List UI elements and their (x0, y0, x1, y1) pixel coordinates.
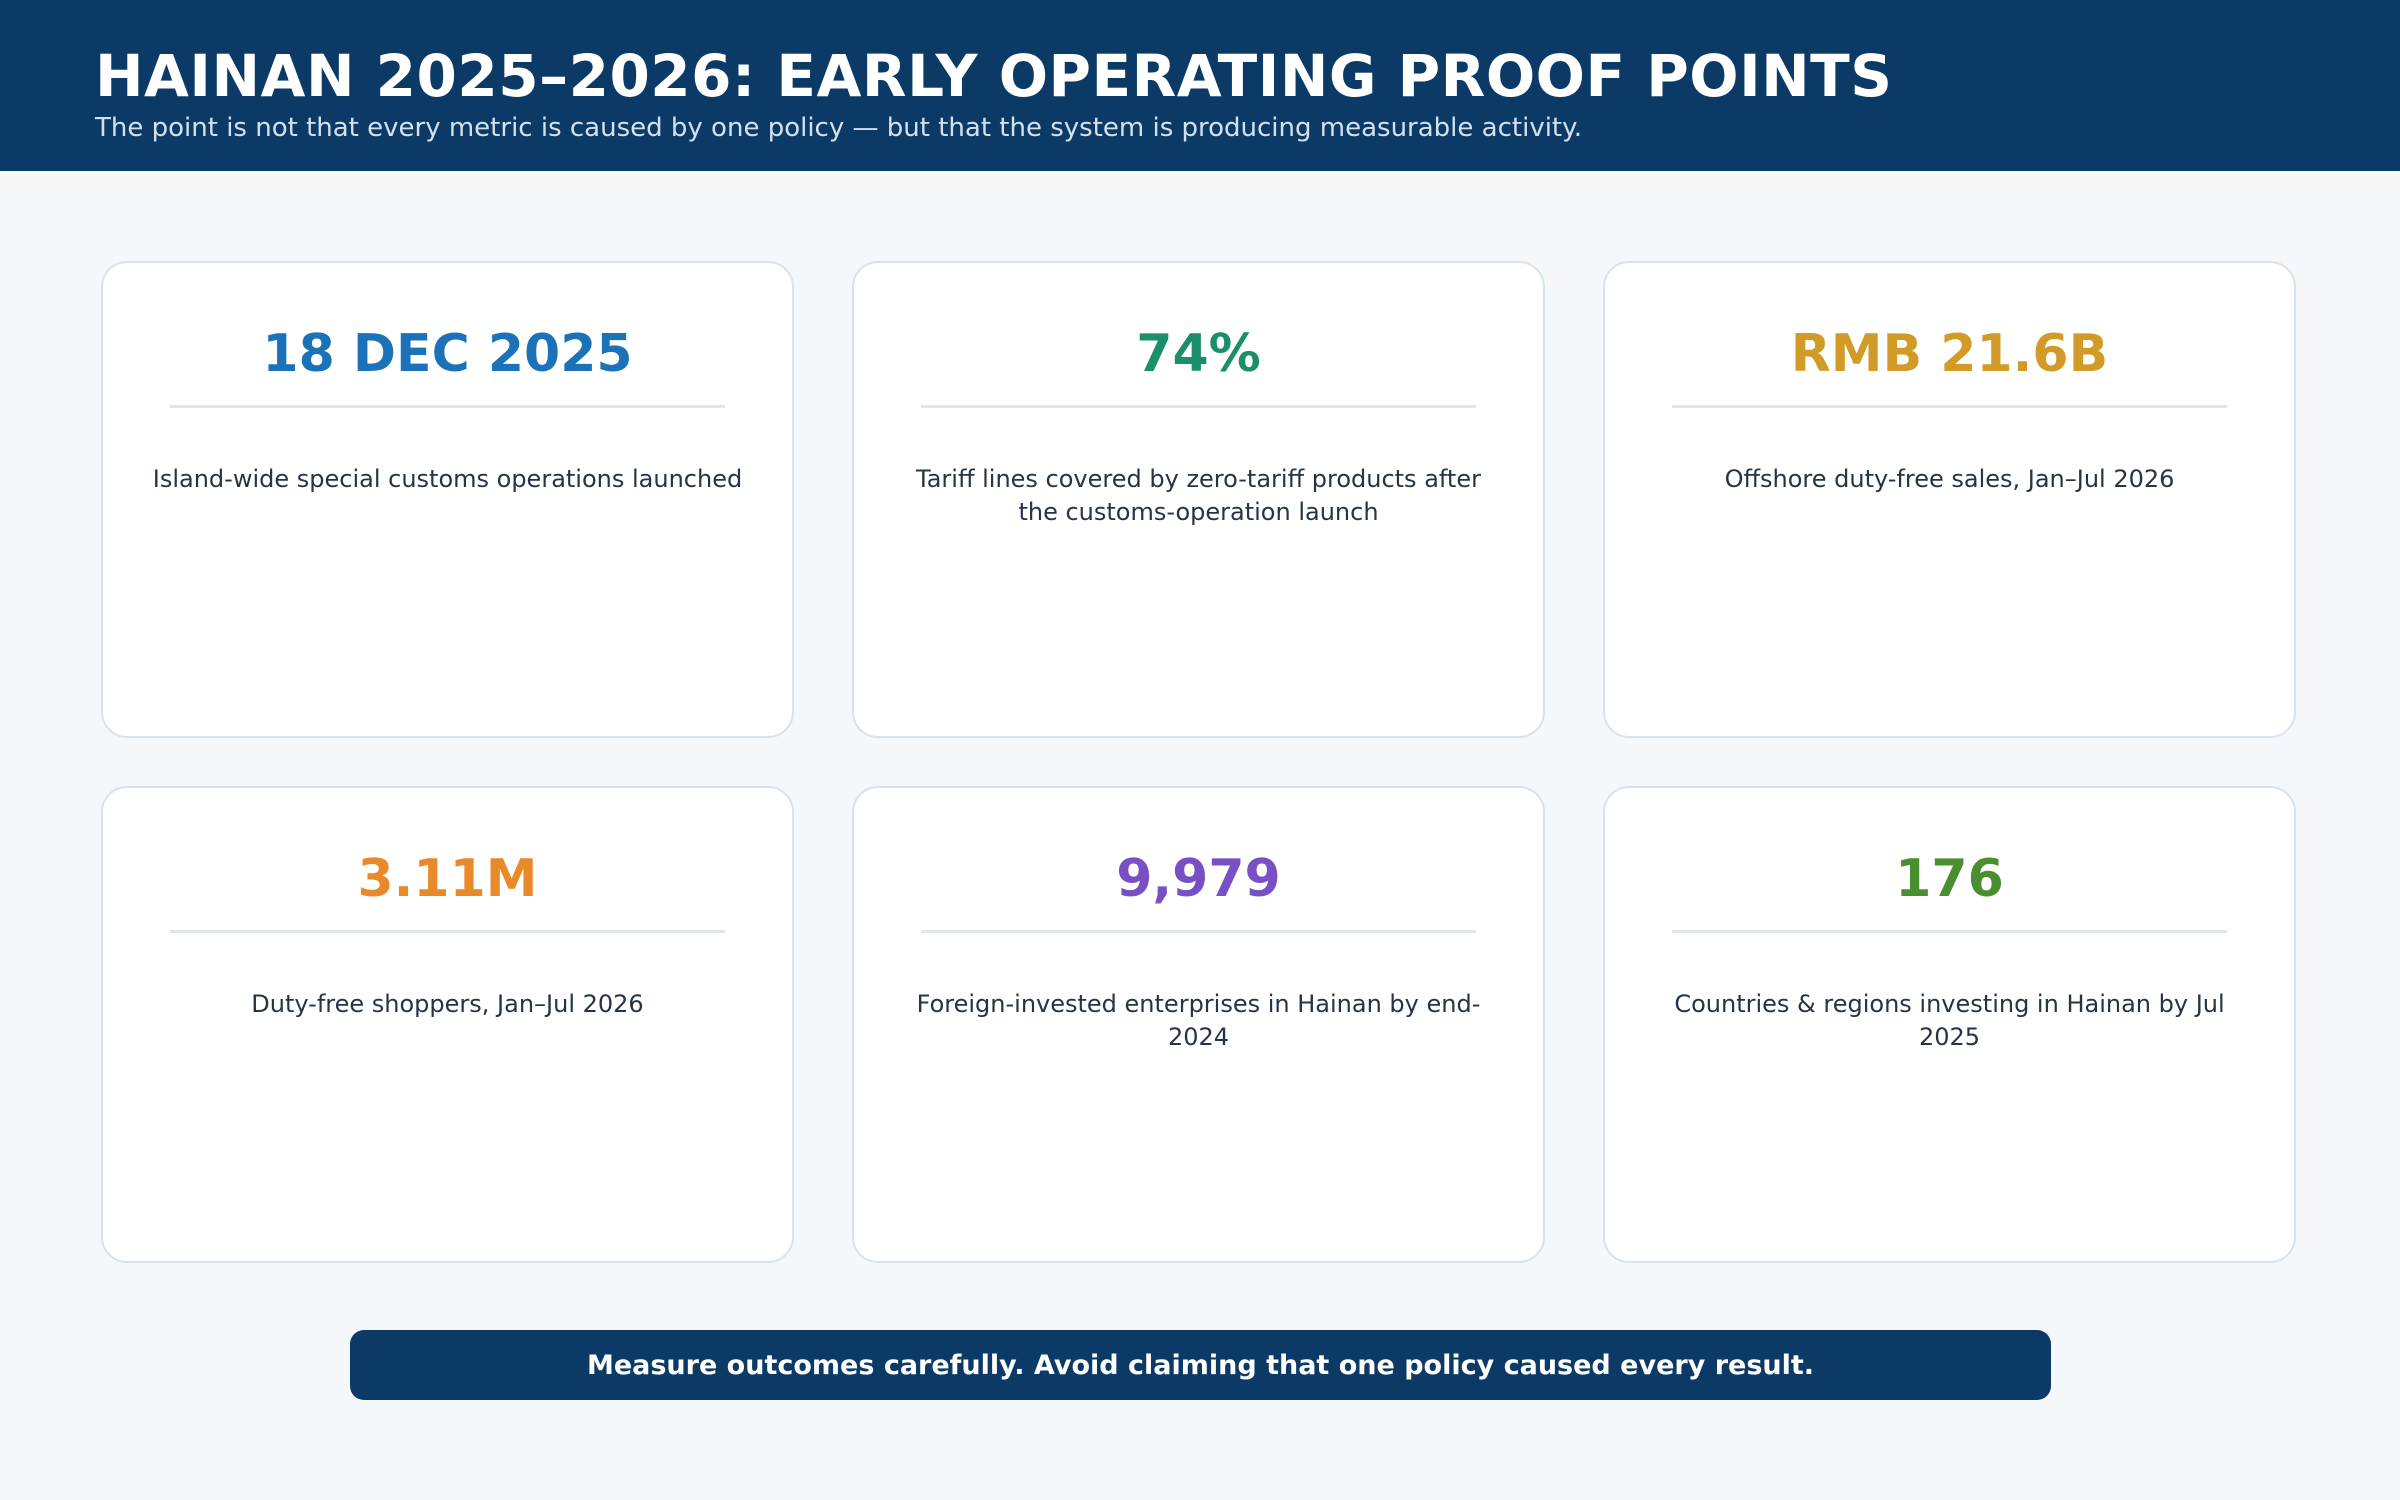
metric-value: 18 DEC 2025 (262, 324, 633, 384)
metric-label: Countries & regions investing in Hainan … (1674, 990, 2225, 1051)
metric-label: Duty-free shoppers, Jan–Jul 2026 (251, 990, 644, 1018)
card-divider (921, 930, 1476, 933)
card-divider (921, 405, 1476, 408)
footer-callout-text: Measure outcomes carefully. Avoid claimi… (586, 1349, 1815, 1381)
page-subtitle: The point is not that every metric is ca… (95, 113, 1583, 143)
footer-callout: Measure outcomes carefully. Avoid claimi… (350, 1330, 2051, 1400)
page-title: HAINAN 2025–2026: EARLY OPERATING PROOF … (95, 42, 1893, 110)
metric-value: 74% (1136, 324, 1261, 384)
metric-value: 9,979 (1116, 849, 1281, 909)
metric-value: RMB 21.6B (1790, 324, 2109, 384)
card-divider (170, 405, 725, 408)
metric-card-duty-free-sales: RMB 21.6B Offshore duty-free sales, Jan–… (1603, 261, 2296, 738)
metric-value: 176 (1895, 849, 2004, 909)
metric-label: Offshore duty-free sales, Jan–Jul 2026 (1724, 465, 2175, 493)
metric-label: Tariff lines covered by zero-tariff prod… (916, 465, 1481, 526)
metric-label: Foreign-invested enterprises in Hainan b… (916, 990, 1481, 1051)
card-divider (1672, 930, 2227, 933)
metric-card-investing-countries: 176 Countries & regions investing in Hai… (1603, 786, 2296, 1263)
card-divider (170, 930, 725, 933)
card-divider (1672, 405, 2227, 408)
header-banner: HAINAN 2025–2026: EARLY OPERATING PROOF … (0, 0, 2400, 171)
metric-card-customs-launch: 18 DEC 2025 Island-wide special customs … (101, 261, 794, 738)
metric-value: 3.11M (357, 849, 538, 909)
metric-label: Island-wide special customs operations l… (152, 465, 743, 493)
metric-card-foreign-enterprises: 9,979 Foreign-invested enterprises in Ha… (852, 786, 1545, 1263)
metric-card-duty-free-shoppers: 3.11M Duty-free shoppers, Jan–Jul 2026 (101, 786, 794, 1263)
metric-card-tariff-lines: 74% Tariff lines covered by zero-tariff … (852, 261, 1545, 738)
